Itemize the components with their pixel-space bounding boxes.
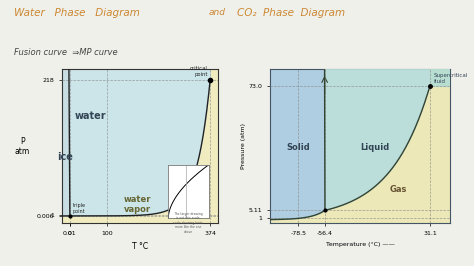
Text: Gas: Gas	[390, 185, 407, 194]
Polygon shape	[430, 69, 450, 86]
X-axis label: T °C: T °C	[132, 242, 148, 251]
Text: The larger drawing
is not this scale -
scale showing looks
more like the one
abo: The larger drawing is not this scale - s…	[173, 212, 203, 234]
Text: ice: ice	[57, 152, 73, 162]
Y-axis label: P
atm: P atm	[15, 137, 30, 156]
Polygon shape	[62, 69, 70, 216]
Text: triple
point: triple point	[73, 203, 86, 214]
Polygon shape	[69, 69, 210, 216]
Text: Fusion curve  ⇒MP curve: Fusion curve ⇒MP curve	[14, 48, 118, 57]
X-axis label: Temperature (°C) ——: Temperature (°C) ——	[326, 242, 395, 247]
Text: CO₂  Phase  Diagram: CO₂ Phase Diagram	[237, 8, 345, 18]
Y-axis label: Pressure (atm): Pressure (atm)	[241, 123, 246, 169]
Text: Solid: Solid	[286, 143, 310, 152]
Polygon shape	[270, 69, 325, 223]
Text: Liquid: Liquid	[360, 143, 389, 152]
Text: and: and	[209, 8, 226, 17]
Text: water: water	[75, 111, 106, 121]
Text: Supercritical
fluid: Supercritical fluid	[434, 73, 468, 84]
Text: water
vapor: water vapor	[124, 195, 151, 214]
Text: critical
point: critical point	[190, 66, 208, 77]
Polygon shape	[270, 86, 450, 223]
Text: Water   Phase   Diagram: Water Phase Diagram	[14, 8, 140, 18]
Polygon shape	[325, 69, 450, 210]
